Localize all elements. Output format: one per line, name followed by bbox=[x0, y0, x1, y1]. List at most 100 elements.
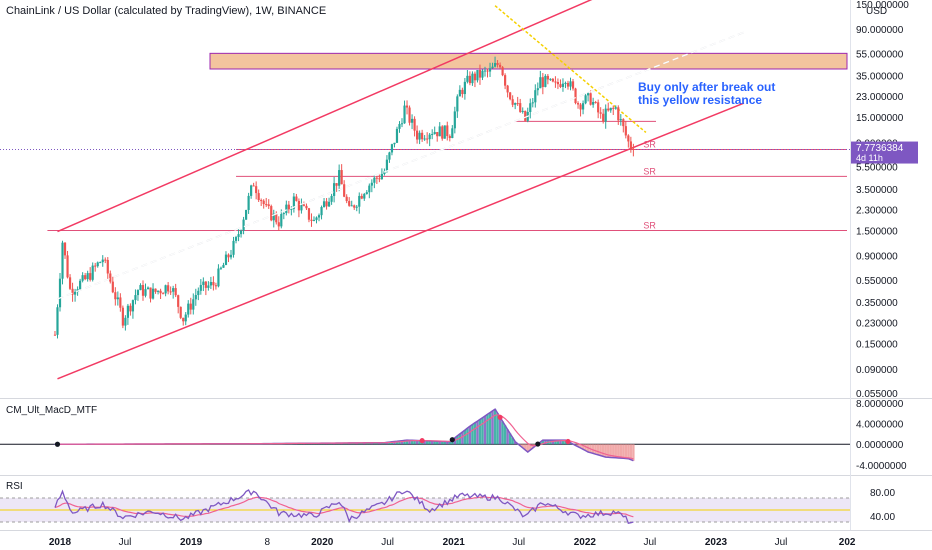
support-resistance-lines[interactable] bbox=[47, 120, 847, 231]
rsi-tick-label: 80.00 bbox=[870, 488, 895, 499]
candle-body bbox=[358, 195, 361, 207]
candle-body bbox=[224, 254, 228, 265]
candle-body bbox=[267, 204, 270, 207]
candle-body bbox=[466, 75, 469, 82]
rsi-tick-label: 40.00 bbox=[870, 512, 895, 523]
candle-body bbox=[438, 126, 441, 137]
candle-body bbox=[250, 185, 253, 196]
time-axis[interactable]: 2018 Jul 2019 8 2020 Jul 2021 Jul 2022 Jul 2023 Jul… bbox=[49, 537, 856, 548]
time-tick-label: 202 bbox=[839, 537, 856, 548]
candle-body bbox=[121, 307, 124, 326]
candle-body bbox=[418, 132, 421, 140]
candles bbox=[53, 56, 635, 339]
macd-histogram-bar bbox=[488, 412, 492, 445]
candle-body bbox=[468, 75, 472, 84]
candle-body bbox=[529, 103, 532, 112]
annotation-line-2: this yellow resistance bbox=[638, 93, 762, 107]
candle-body bbox=[270, 206, 273, 221]
candle-body bbox=[398, 124, 401, 129]
candle-body bbox=[360, 195, 363, 199]
price-pane[interactable] bbox=[0, 0, 850, 380]
candle-body bbox=[202, 281, 205, 285]
candle-body bbox=[234, 237, 238, 241]
candle-body bbox=[272, 213, 275, 221]
candle-body bbox=[345, 196, 348, 202]
candle-body bbox=[199, 284, 202, 291]
candle-body bbox=[307, 208, 311, 220]
candle-body bbox=[58, 278, 62, 308]
candle-body bbox=[106, 259, 109, 274]
candle-body bbox=[441, 126, 444, 139]
macd-cross-dot bbox=[497, 414, 503, 420]
channel-lower-line[interactable] bbox=[57, 102, 745, 380]
macd-histogram-bar bbox=[456, 435, 459, 445]
rsi-pane[interactable] bbox=[0, 489, 850, 524]
macd-histogram-bar bbox=[453, 437, 457, 445]
sr-label-2: SR bbox=[643, 166, 656, 176]
candle-body bbox=[144, 289, 147, 296]
candle-body bbox=[116, 297, 119, 300]
candle-body bbox=[322, 201, 326, 208]
candle-body bbox=[581, 103, 585, 110]
macd-histogram-bar bbox=[591, 444, 595, 454]
macd-histogram-bar bbox=[483, 415, 487, 445]
macd-histogram-bar bbox=[556, 440, 560, 445]
macd-histogram-bar bbox=[521, 444, 524, 448]
candle-body bbox=[594, 102, 597, 104]
macd-histogram-bar bbox=[448, 441, 451, 445]
candle-body bbox=[204, 281, 207, 288]
macd-histogram-bar bbox=[375, 442, 379, 445]
candle-body bbox=[340, 170, 343, 185]
candle-body bbox=[265, 204, 268, 206]
candle-body bbox=[134, 295, 137, 301]
candle-body bbox=[262, 200, 265, 205]
candle-body bbox=[624, 126, 627, 136]
candle-body bbox=[627, 135, 630, 142]
candle-body bbox=[566, 82, 570, 87]
price-tick-label: 0.090000 bbox=[856, 365, 898, 376]
macd-axis[interactable]: 8.0000000 4.0000000 0.0000000 -4.0000000 bbox=[856, 399, 907, 472]
resistance-zone[interactable] bbox=[209, 52, 848, 70]
yellow-resistance-line[interactable] bbox=[494, 5, 647, 134]
macd-histogram-bar bbox=[541, 440, 545, 445]
macd-tick-label: -4.0000000 bbox=[856, 461, 907, 472]
candle-body bbox=[162, 293, 165, 295]
macd-histogram-bar bbox=[433, 441, 436, 445]
candle-body bbox=[619, 119, 622, 121]
candle-body bbox=[554, 81, 557, 83]
macd-histogram-bar bbox=[491, 410, 494, 445]
candle-body bbox=[433, 132, 436, 135]
candle-body bbox=[592, 102, 595, 105]
candle-body bbox=[194, 295, 197, 300]
candle-body bbox=[207, 285, 210, 288]
candle-body bbox=[378, 178, 381, 180]
candle-body bbox=[146, 287, 150, 290]
macd-cross-dot bbox=[419, 438, 425, 444]
candle-body bbox=[285, 204, 288, 214]
candle-body bbox=[343, 184, 346, 197]
candle-body bbox=[192, 299, 195, 310]
price-tick-label: 90.000000 bbox=[856, 25, 904, 36]
candle-body bbox=[483, 70, 487, 72]
macd-histogram-bar bbox=[594, 444, 597, 455]
candle-body bbox=[229, 254, 233, 258]
channel-upper-line[interactable] bbox=[57, 0, 658, 233]
macd-histogram-bar bbox=[393, 441, 396, 445]
rsi-axis[interactable]: 80.00 40.00 bbox=[870, 488, 895, 523]
macd-histogram-bar bbox=[461, 431, 464, 445]
candle-body bbox=[574, 88, 577, 104]
candle-body bbox=[280, 214, 283, 227]
macd-histogram-bar bbox=[378, 442, 381, 445]
candle-body bbox=[174, 288, 177, 296]
candle-body bbox=[111, 281, 114, 293]
macd-histogram-bar bbox=[551, 440, 555, 445]
price-tick-label: 35.000000 bbox=[856, 72, 904, 83]
macd-cross-dot bbox=[54, 441, 61, 447]
macd-histogram-bar bbox=[403, 440, 406, 445]
macd-histogram-bar bbox=[599, 444, 602, 456]
candle-body bbox=[584, 95, 587, 104]
macd-pane[interactable] bbox=[0, 408, 850, 462]
candle-body bbox=[255, 186, 258, 194]
macd-histogram-bar bbox=[471, 424, 474, 445]
